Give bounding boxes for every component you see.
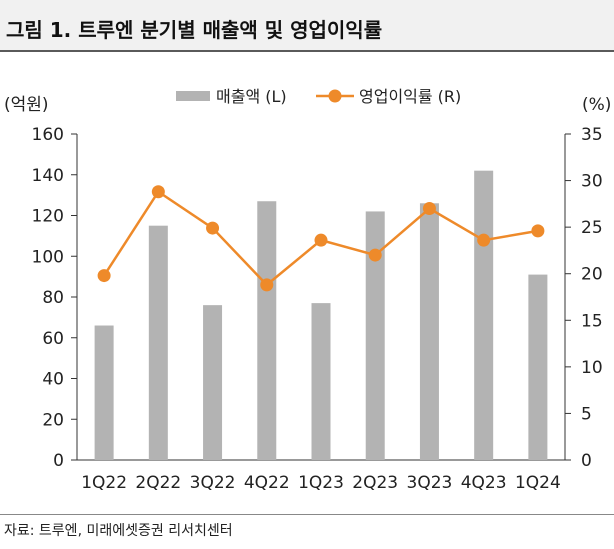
- point-operating-margin: [151, 185, 165, 199]
- left-tick-label: 120: [32, 207, 64, 227]
- chart-title: 그림 1. 트루엔 분기별 매출액 및 영업이익률: [6, 18, 383, 42]
- title-bar: 그림 1. 트루엔 분기별 매출액 및 영업이익률: [0, 0, 614, 52]
- bar-revenue: [203, 305, 223, 460]
- left-tick-label: 60: [42, 329, 64, 349]
- chart-area: 0 20 40 60 80 100 120 140 160 0 5 10 15 20 25 30 35 (억원) (…: [4, 87, 611, 493]
- point-operating-margin: [531, 224, 545, 238]
- left-axis-label: (억원): [4, 95, 49, 115]
- x-tick-label: 2Q22: [135, 473, 181, 493]
- left-tick-label: 40: [42, 370, 64, 390]
- right-tick-label: 25: [581, 218, 603, 238]
- x-tick-label: 4Q22: [244, 473, 290, 493]
- right-tick-label: 15: [581, 311, 603, 331]
- left-tick-label: 80: [42, 288, 64, 308]
- x-tick-label: 3Q22: [190, 473, 236, 493]
- x-tick-label: 4Q23: [461, 473, 507, 493]
- x-tick-label: 1Q24: [515, 473, 561, 493]
- right-tick-label: 20: [581, 265, 603, 285]
- legend-revenue-swatch: [176, 91, 210, 101]
- left-tick-label: 100: [32, 247, 64, 267]
- right-tick-label: 35: [581, 125, 603, 145]
- point-operating-margin: [422, 202, 436, 216]
- point-operating-margin: [206, 221, 220, 235]
- bar-revenue: [311, 303, 331, 460]
- left-tick-label: 20: [42, 410, 64, 430]
- source-divider: [0, 514, 614, 515]
- x-tick-label: 3Q23: [407, 473, 453, 493]
- left-tick-label: 160: [32, 125, 64, 145]
- point-operating-margin: [97, 269, 111, 283]
- bar-revenue: [94, 325, 114, 460]
- right-tick-label: 30: [581, 172, 603, 192]
- bar-revenue: [474, 170, 494, 461]
- right-axis-label: (%): [582, 95, 611, 115]
- point-operating-margin: [260, 278, 274, 292]
- bar-revenue: [257, 201, 277, 461]
- legend-margin-marker: [328, 89, 342, 103]
- x-tick-label: 2Q23: [352, 473, 398, 493]
- source-note: 자료: 트루엔, 미래에셋증권 리서치센터: [4, 523, 233, 539]
- right-tick-label: 0: [581, 451, 592, 471]
- point-operating-margin: [477, 233, 491, 247]
- bar-revenue: [528, 274, 548, 460]
- left-tick-label: 0: [53, 451, 64, 471]
- x-tick-label: 1Q22: [81, 473, 127, 493]
- x-tick-label: 1Q23: [298, 473, 344, 493]
- legend-margin-label: 영업이익률 (R): [359, 87, 461, 106]
- bar-revenue: [365, 211, 385, 460]
- bar-revenue: [419, 203, 439, 460]
- left-tick-label: 140: [32, 166, 64, 186]
- right-tick-label: 10: [581, 358, 603, 378]
- right-tick-label: 5: [581, 404, 592, 424]
- legend-revenue-label: 매출액 (L): [216, 87, 287, 106]
- point-operating-margin: [314, 233, 328, 247]
- point-operating-margin: [368, 248, 382, 262]
- bar-revenue: [148, 225, 168, 460]
